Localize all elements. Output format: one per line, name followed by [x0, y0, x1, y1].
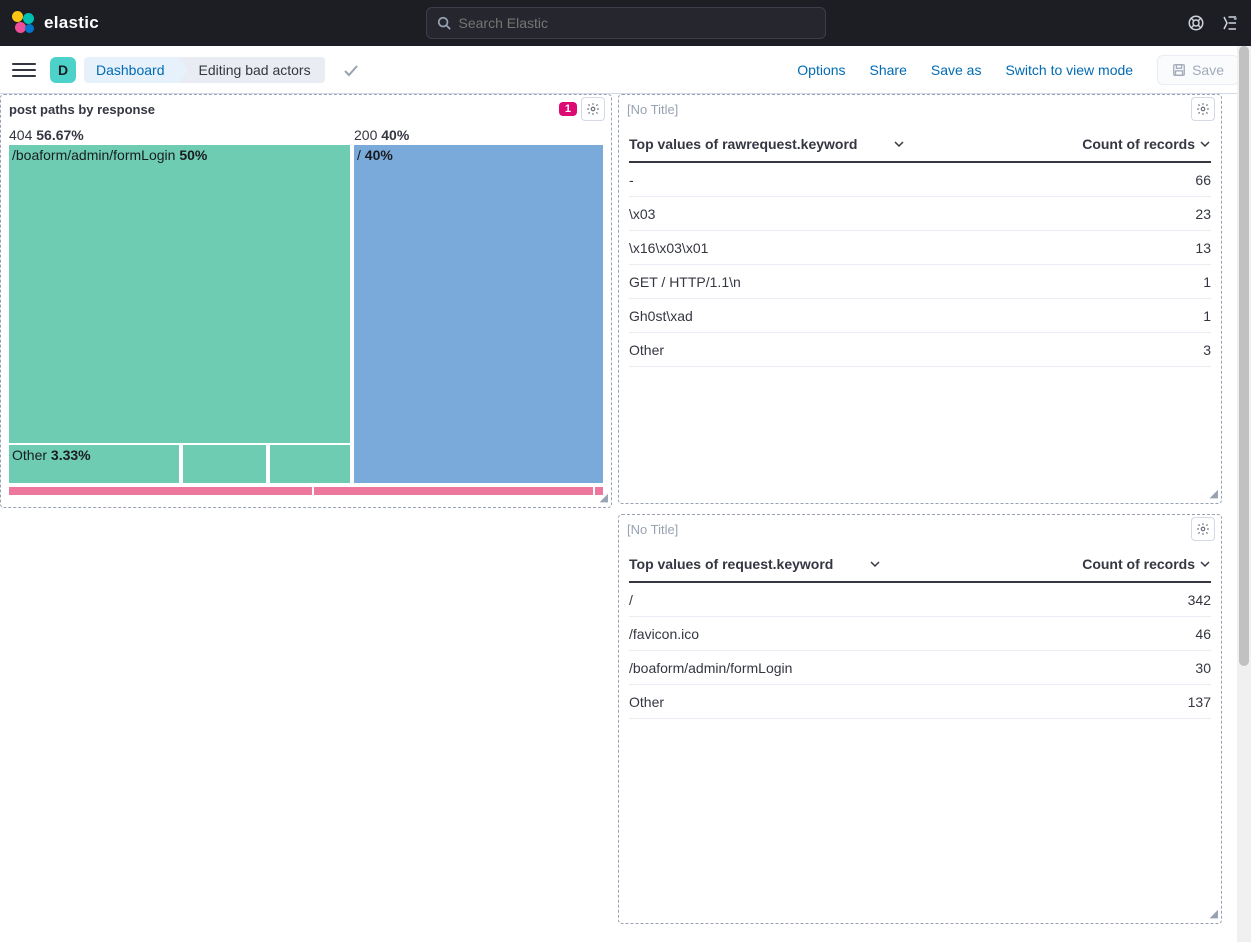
table-cell-value: 23	[1171, 206, 1211, 222]
chevron-down-icon[interactable]	[869, 558, 881, 570]
table-cell-key: Other	[629, 342, 1171, 358]
table-cell-value: 1	[1171, 308, 1211, 324]
table-col-right[interactable]: Count of records	[1082, 556, 1195, 572]
scrollbar-thumb[interactable]	[1239, 46, 1249, 666]
breadcrumb: Dashboard Editing bad actors	[84, 57, 325, 83]
treemap-block-pct: 50%	[179, 147, 207, 163]
table-row[interactable]: /favicon.ico46	[629, 617, 1211, 651]
treemap-other-label: Other	[12, 447, 47, 463]
table-col-right[interactable]: Count of records	[1082, 136, 1195, 152]
table-row[interactable]: Gh0st\xad1	[629, 299, 1211, 333]
table-cell-key: /favicon.ico	[629, 626, 1171, 642]
newsfeed-icon[interactable]	[1221, 14, 1239, 32]
search-input[interactable]	[459, 15, 815, 31]
table-cell-key: -	[629, 172, 1171, 188]
resize-handle-icon: ◢	[1210, 487, 1218, 500]
treemap-strip	[9, 487, 603, 495]
treemap-block-200-label: /	[357, 147, 361, 163]
table-cell-key: \x03	[629, 206, 1171, 222]
chevron-down-icon[interactable]	[893, 138, 905, 150]
save-label: Save	[1192, 62, 1224, 78]
panel-post-paths[interactable]: post paths by response 1 404 56.67% 200 …	[0, 94, 612, 508]
panel-rawrequest[interactable]: [No Title] Top values of rawrequest.keyw…	[618, 94, 1222, 504]
treemap-block-small-2[interactable]	[270, 445, 350, 483]
table-row[interactable]: \x16\x03\x0113	[629, 231, 1211, 265]
treemap-block-other[interactable]: Other 3.33%	[9, 445, 179, 483]
gear-icon	[1196, 102, 1210, 116]
elastic-logo-icon	[12, 11, 36, 35]
panel-title: [No Title]	[627, 522, 678, 537]
treemap-block-200-pct: 40%	[365, 147, 393, 163]
lifebuoy-icon[interactable]	[1187, 14, 1205, 32]
table-cell-key: Gh0st\xad	[629, 308, 1171, 324]
options-button[interactable]: Options	[797, 62, 845, 78]
search-icon	[437, 16, 451, 30]
table-cell-value: 30	[1171, 660, 1211, 676]
table-row[interactable]: /342	[629, 583, 1211, 617]
save-as-button[interactable]: Save as	[931, 62, 982, 78]
saved-check-icon	[343, 62, 359, 78]
share-button[interactable]: Share	[870, 62, 907, 78]
treemap-block-root[interactable]: / 40%	[354, 145, 603, 483]
treemap-block-label: /boaform/admin/formLogin	[12, 147, 175, 163]
chevron-down-icon[interactable]	[1199, 558, 1211, 570]
vertical-scrollbar[interactable]	[1237, 46, 1251, 942]
table-cell-key: \x16\x03\x01	[629, 240, 1171, 256]
gear-icon	[586, 102, 600, 116]
table-cell-value: 66	[1171, 172, 1211, 188]
treemap-visualization[interactable]: 404 56.67% 200 40% /boaform/admin/formLo…	[1, 123, 611, 503]
table-cell-value: 342	[1171, 592, 1211, 608]
treemap-200-pct: 40%	[381, 127, 409, 143]
table-col-left[interactable]: Top values of rawrequest.keyword	[629, 136, 857, 152]
panel-title: post paths by response	[9, 102, 155, 117]
gear-icon	[1196, 522, 1210, 536]
table-cell-key: /boaform/admin/formLogin	[629, 660, 1171, 676]
table-row[interactable]: GET / HTTP/1.1\n1	[629, 265, 1211, 299]
table-cell-value: 3	[1171, 342, 1211, 358]
panel-notification-badge: 1	[559, 102, 577, 116]
table-col-left[interactable]: Top values of request.keyword	[629, 556, 833, 572]
table-cell-value: 46	[1171, 626, 1211, 642]
resize-handle-icon: ◢	[1210, 907, 1218, 920]
panel-title: [No Title]	[627, 102, 678, 117]
nav-toggle-button[interactable]	[12, 58, 36, 82]
table-cell-value: 13	[1171, 240, 1211, 256]
treemap-block-boaform[interactable]: /boaform/admin/formLogin 50%	[9, 145, 350, 443]
table-cell-key: Other	[629, 694, 1171, 710]
data-table: Top values of rawrequest.keyword Count o…	[619, 123, 1221, 375]
global-header: elastic	[0, 0, 1251, 46]
panel-settings-button[interactable]	[581, 97, 605, 121]
dashboard-canvas: post paths by response 1 404 56.67% 200 …	[0, 94, 1251, 942]
treemap-404-code: 404	[9, 127, 32, 143]
global-search[interactable]	[426, 7, 826, 39]
chevron-down-icon[interactable]	[1199, 138, 1211, 150]
page-toolbar: D Dashboard Editing bad actors Options S…	[0, 46, 1251, 94]
treemap-404-pct: 56.67%	[36, 127, 83, 143]
treemap-block-small-1[interactable]	[183, 445, 266, 483]
table-row[interactable]: Other3	[629, 333, 1211, 367]
treemap-200-code: 200	[354, 127, 377, 143]
table-row[interactable]: \x0323	[629, 197, 1211, 231]
table-row[interactable]: Other137	[629, 685, 1211, 719]
brand-text: elastic	[44, 13, 99, 33]
panel-settings-button[interactable]	[1191, 517, 1215, 541]
space-selector[interactable]: D	[50, 57, 76, 83]
switch-view-button[interactable]: Switch to view mode	[1005, 62, 1133, 78]
breadcrumb-current: Editing bad actors	[179, 57, 325, 83]
table-cell-key: GET / HTTP/1.1\n	[629, 274, 1171, 290]
table-row[interactable]: -66	[629, 163, 1211, 197]
table-row[interactable]: /boaform/admin/formLogin30	[629, 651, 1211, 685]
treemap-other-pct: 3.33%	[51, 447, 91, 463]
save-button[interactable]: Save	[1157, 55, 1239, 85]
save-icon	[1172, 63, 1186, 77]
table-cell-value: 1	[1171, 274, 1211, 290]
table-cell-key: /	[629, 592, 1171, 608]
data-table: Top values of request.keyword Count of r…	[619, 543, 1221, 727]
table-cell-value: 137	[1171, 694, 1211, 710]
panel-request-keyword[interactable]: [No Title] Top values of request.keyword…	[618, 514, 1222, 924]
panel-settings-button[interactable]	[1191, 97, 1215, 121]
breadcrumb-dashboard[interactable]: Dashboard	[84, 57, 179, 83]
